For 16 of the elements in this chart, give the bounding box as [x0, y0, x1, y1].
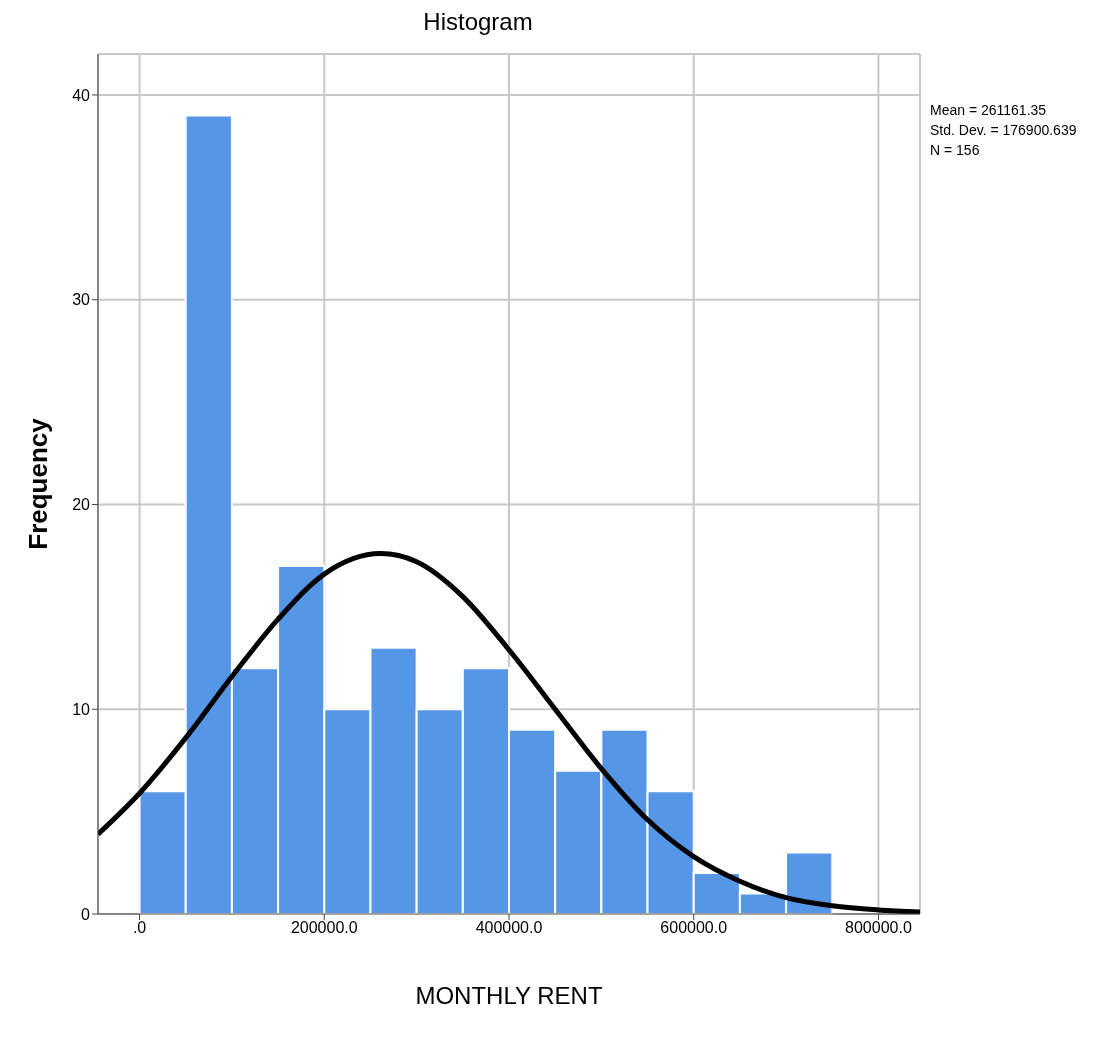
- x-tick-label: 800000.0: [845, 919, 912, 937]
- y-tick-label: 20: [72, 496, 91, 514]
- chart-title: Histogram: [422, 8, 534, 37]
- y-tick-label: 40: [72, 86, 91, 104]
- x-tick-label: 600000.0: [660, 919, 728, 937]
- y-axis-title: Frequency: [23, 417, 54, 550]
- y-tick-label: 30: [72, 291, 91, 309]
- x-tick-label: 400000.0: [475, 919, 543, 937]
- text: Std. Dev. = 176900.639: [930, 121, 1077, 140]
- x-axis-title: MONTHLY RENT: [415, 982, 603, 1009]
- y-tick-label: 10: [72, 700, 91, 718]
- text: Mean = 261161.35: [930, 101, 1048, 120]
- text: N = 156: [930, 141, 981, 160]
- x-tick-label: 200000.0: [290, 919, 358, 937]
- x-tick-label: .0: [132, 919, 147, 937]
- y-tick-label: 0: [81, 905, 91, 923]
